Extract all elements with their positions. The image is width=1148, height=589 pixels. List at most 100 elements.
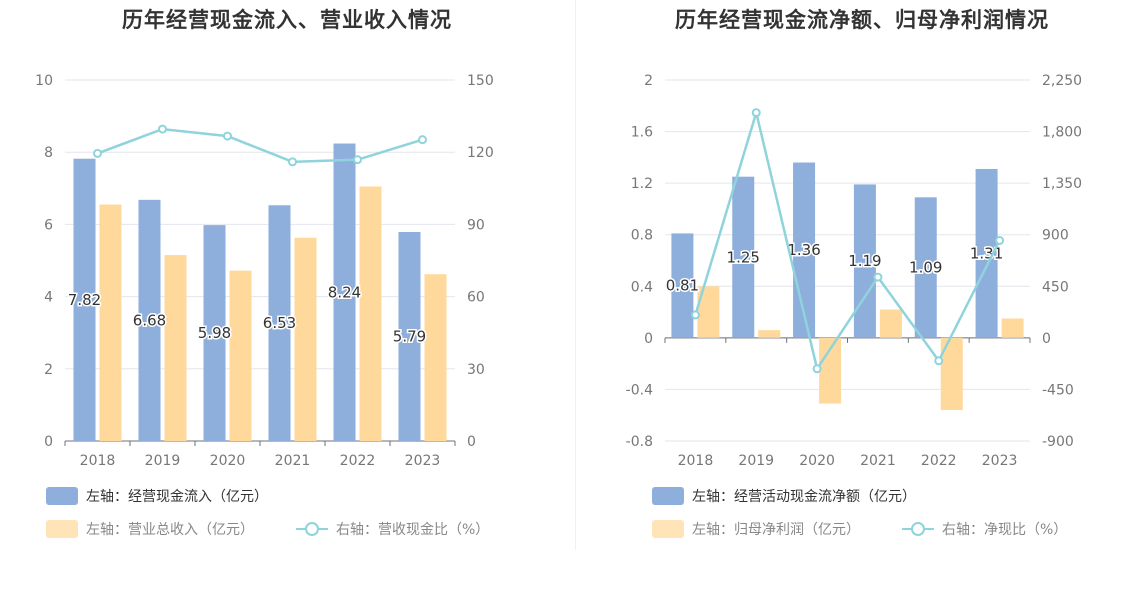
left-axis-tick-label: -0.8	[626, 434, 653, 450]
right-axis-tick-label: 60	[467, 290, 485, 306]
bar-series-1	[914, 197, 937, 338]
right-axis-tick-label: 2,250	[1042, 73, 1082, 89]
right-axis-tick-label: 0	[1042, 331, 1051, 347]
line-point	[934, 356, 944, 366]
bar-data-label: 1.25	[727, 248, 760, 266]
bar-series-1	[671, 233, 694, 338]
line-point	[353, 155, 362, 165]
bar-series-1	[73, 158, 96, 441]
bar-series-2	[697, 286, 720, 338]
left-axis-tick-label: 0	[644, 331, 653, 347]
bar-series-2	[879, 309, 902, 338]
right-axis-tick-label: 450	[1042, 279, 1069, 295]
left-chart-title: 历年经营现金流入、营业收入情况	[122, 8, 452, 32]
x-axis-category-label: 2022	[921, 453, 957, 469]
legend-line-icon	[902, 520, 934, 538]
bar-data-label: 5.98	[198, 324, 231, 342]
bar-series-2	[819, 337, 842, 404]
line-point	[995, 235, 1005, 245]
left-axis-tick-label: -0.4	[626, 382, 653, 398]
left-axis-tick-label: 0.4	[631, 279, 653, 295]
line-point	[751, 108, 761, 118]
legend-swatch-blue	[652, 487, 684, 505]
left-legend-item-3[interactable]: 右轴：营收现金比（%）	[296, 519, 489, 539]
right-axis-tick-label: 0	[467, 434, 476, 450]
right-axis-tick-label: 120	[467, 145, 494, 161]
x-axis-category-label: 2021	[275, 453, 311, 469]
x-axis-category-label: 2021	[860, 453, 896, 469]
line-point	[93, 148, 102, 158]
bar-series-2	[1001, 318, 1024, 338]
x-axis-category-label: 2023	[405, 453, 441, 469]
line-point	[158, 124, 167, 134]
bar-data-label: 1.31	[970, 244, 1003, 262]
bar-series-2	[294, 237, 317, 441]
right-chart-panel: 历年经营现金流净额、归母净利润情况 -0.8 -0.4 0 0.4 0.8 1.2 1.6 2…	[576, 0, 1148, 589]
right-axis-tick-label: 30	[467, 362, 485, 378]
line-point	[288, 157, 297, 167]
bar-data-label: 7.82	[68, 291, 101, 309]
bar-series-2	[359, 186, 382, 441]
x-axis-category-label: 2018	[80, 453, 116, 469]
left-axis-tick-label: 1.2	[631, 176, 653, 192]
bar-series-1	[732, 176, 755, 338]
bar-series-2	[229, 270, 252, 441]
bar-data-label: 6.53	[263, 314, 296, 332]
right-legend-item-2[interactable]: 左轴：归母净利润（亿元）	[652, 519, 860, 539]
x-axis-category-label: 2020	[799, 453, 835, 469]
line-series	[97, 127, 423, 164]
legend-line-icon	[296, 520, 328, 538]
left-axis-tick-label: 10	[35, 73, 53, 89]
panel-divider	[575, 0, 576, 550]
legend-label: 右轴：净现比（%）	[942, 522, 1068, 538]
legend-label: 左轴：经营现金流入（亿元）	[86, 489, 268, 505]
left-chart-panel: 历年经营现金流入、营业收入情况 0 2 4 6 8 10 0 30 60 90 120 150 2018…	[35, 8, 494, 539]
right-axis-tick-label: 1,350	[1042, 176, 1082, 192]
right-axis-tick-label: -450	[1042, 382, 1074, 398]
right-axis-tick-label: 150	[467, 73, 494, 89]
bar-data-label: 1.36	[787, 241, 820, 259]
bar-series-2	[164, 255, 187, 441]
left-axis-tick-label: 1.6	[631, 125, 653, 141]
legend-label: 右轴：营收现金比（%）	[336, 522, 490, 538]
x-axis-category-label: 2020	[210, 453, 246, 469]
bar-series-2	[424, 274, 447, 441]
right-axis-tick-label: -900	[1042, 434, 1074, 450]
right-legend-item-1[interactable]: 左轴：经营活动现金流净额（亿元）	[652, 486, 916, 506]
legend-swatch-blue	[46, 487, 78, 505]
left-axis-tick-label: 2	[44, 362, 53, 378]
bar-series-1	[975, 168, 998, 338]
left-chart-svg: 0 2 4 6 8 10 0 30 60 90 120 150 2018 2019 2020 2021 2022…	[35, 73, 494, 469]
legend-label: 左轴：归母净利润（亿元）	[692, 522, 860, 538]
legend-swatch-orange	[46, 520, 78, 538]
left-axis-tick-label: 8	[44, 145, 53, 161]
bar-series-1	[853, 184, 876, 338]
right-axis-tick-label: 1,800	[1042, 125, 1082, 141]
bar-series-1	[203, 225, 226, 441]
legend-label: 左轴：经营活动现金流净额（亿元）	[692, 489, 916, 505]
x-axis-category-label: 2022	[340, 453, 376, 469]
right-axis-tick-label: 90	[467, 217, 485, 233]
bar-data-label: 1.09	[909, 259, 942, 277]
bar-data-label: 5.79	[393, 327, 426, 345]
bar-data-label: 8.24	[328, 283, 361, 301]
legend-label: 左轴：营业总收入（亿元）	[86, 522, 254, 538]
left-axis-tick-label: 6	[44, 217, 53, 233]
bar-series-2	[940, 337, 963, 411]
bar-series-1	[138, 199, 161, 441]
x-axis-category-label: 2018	[678, 453, 714, 469]
right-legend-item-3[interactable]: 右轴：净现比（%）	[902, 519, 1067, 539]
bar-series-2	[99, 204, 122, 441]
left-legend-item-1[interactable]: 左轴：经营现金流入（亿元）	[46, 486, 268, 506]
line-point	[873, 272, 883, 282]
legend-swatch-orange	[652, 520, 684, 538]
left-axis-tick-label: 2	[644, 73, 653, 89]
right-chart-title: 历年经营现金流净额、归母净利润情况	[675, 8, 1049, 32]
right-axis-tick-label: 900	[1042, 228, 1069, 244]
line-point	[223, 131, 232, 141]
left-axis-tick-label: 4	[44, 290, 53, 306]
bar-series-1	[333, 143, 356, 441]
bar-series-2	[758, 330, 781, 338]
left-legend-item-2[interactable]: 左轴：营业总收入（亿元）	[46, 519, 254, 539]
bar-data-label: 1.19	[848, 252, 881, 270]
